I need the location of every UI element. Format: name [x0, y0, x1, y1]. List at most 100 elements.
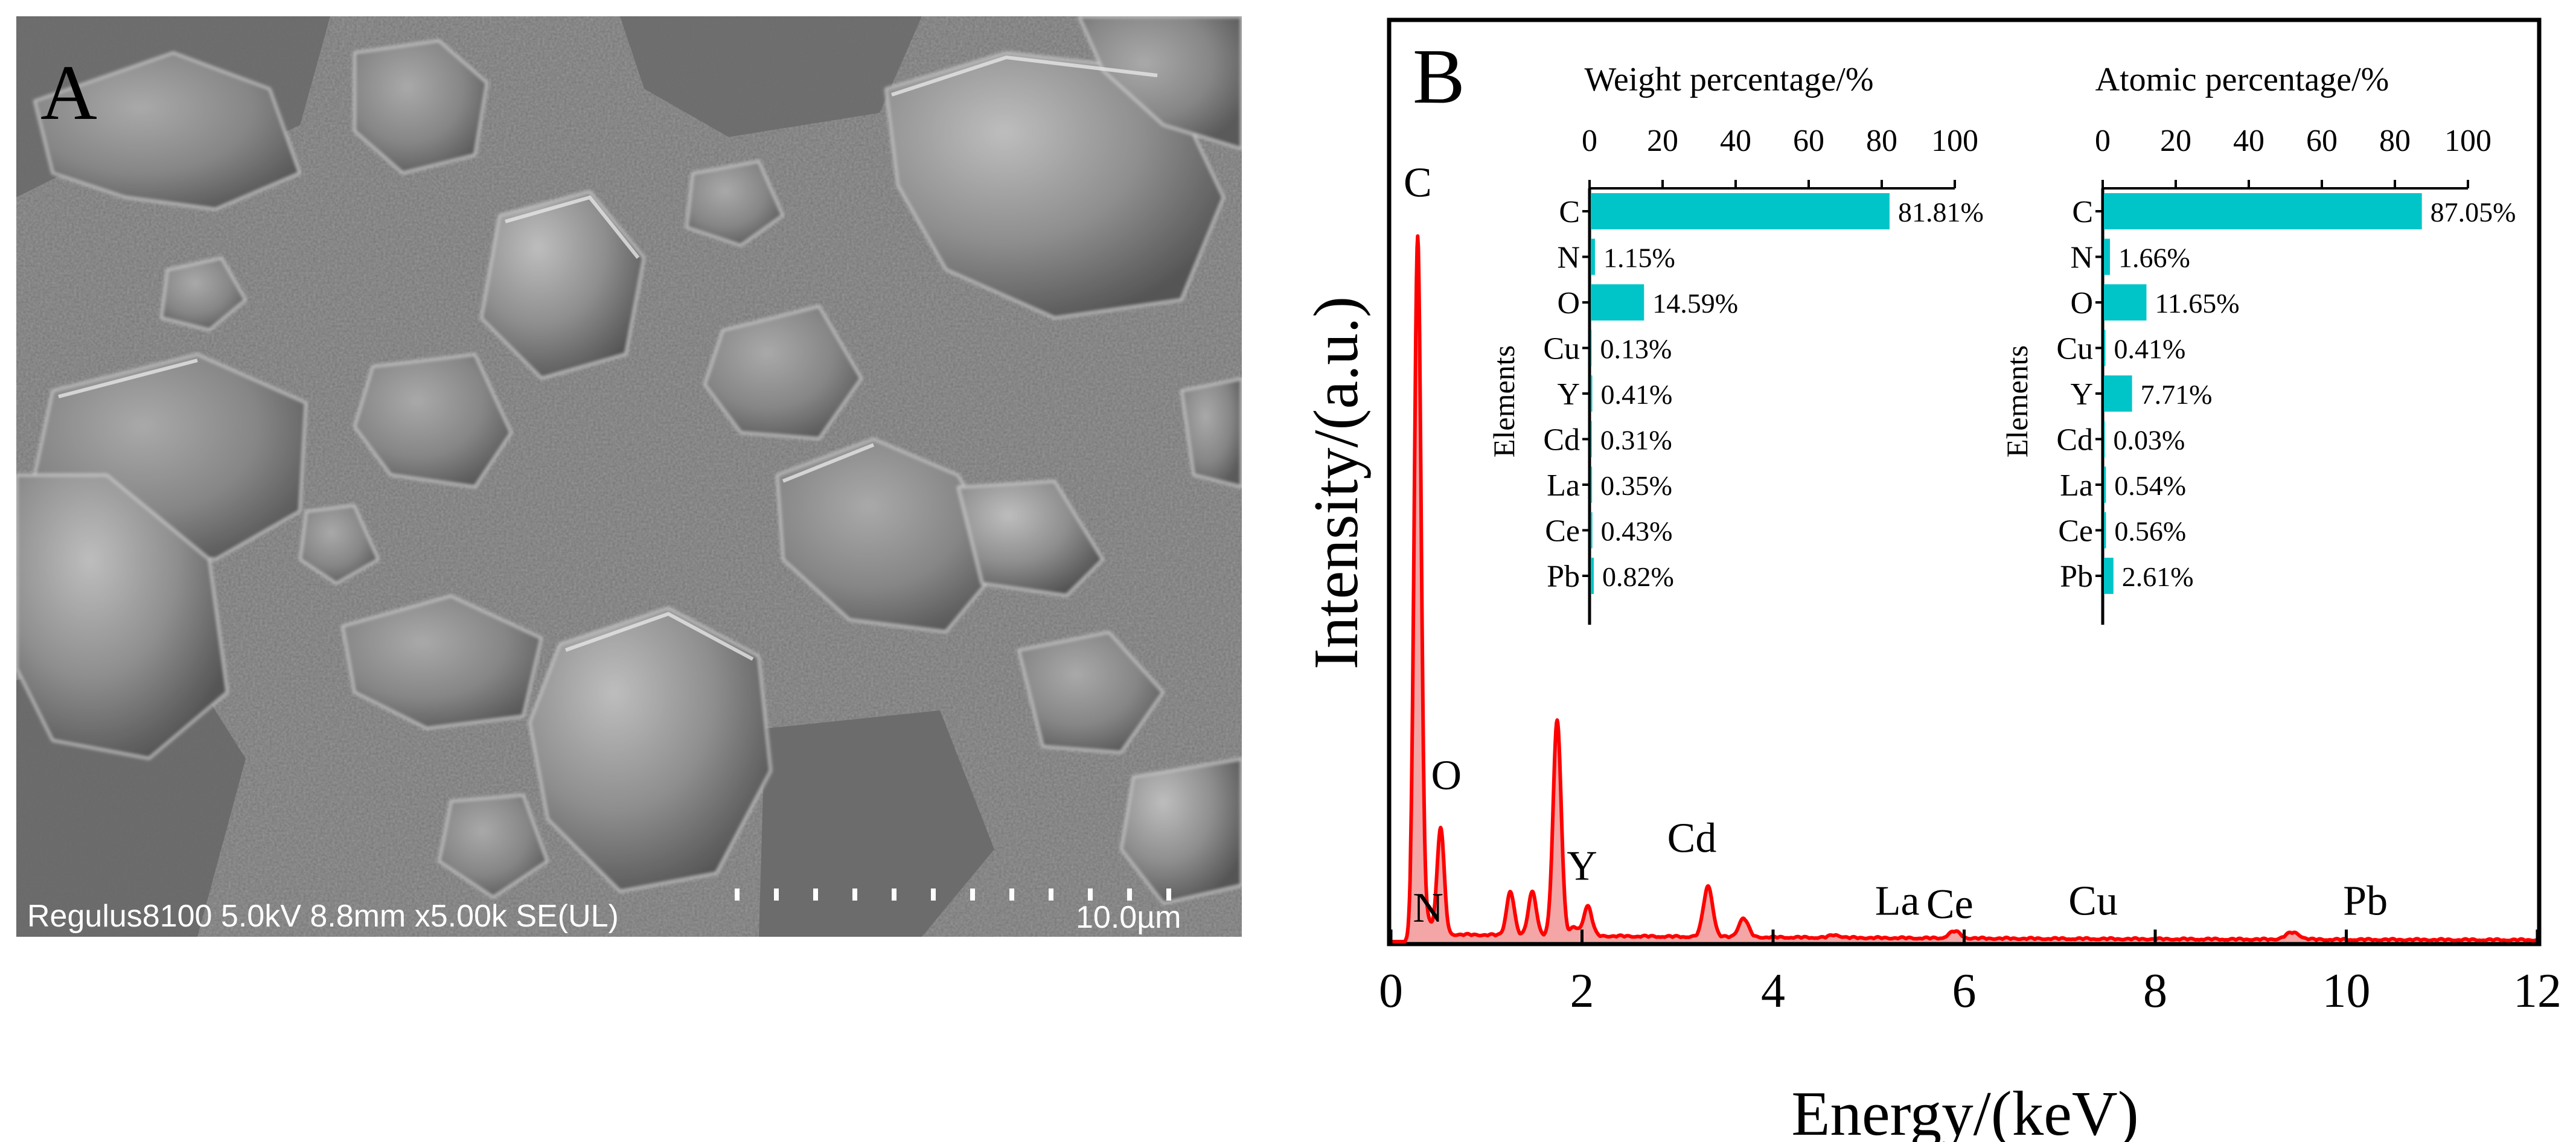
inset-bar-cu: [2104, 330, 2106, 366]
spectrum-x-tick-label: 4: [1761, 965, 1785, 1018]
weight-percentage-inset: Weight percentage/% 0 20 40 60 80 100 Elements C…: [1487, 61, 1984, 625]
inset-value-label: 11.65%: [2155, 288, 2239, 319]
inset-bar-c: [1591, 193, 1890, 229]
inset-category-label: C: [1559, 195, 1580, 229]
peak-label-cu: Cu: [2068, 878, 2118, 924]
inset-category-label: Y: [1557, 377, 1580, 412]
inset-category-label: N: [2070, 241, 2093, 275]
spectrum-x-tick-label: 2: [1570, 965, 1594, 1018]
inset-bar-cd: [2104, 421, 2105, 458]
panel-a-label: A: [40, 49, 97, 136]
inset-x-tick-label: 40: [2233, 124, 2264, 158]
peak-label-pb: Pb: [2343, 878, 2388, 924]
spectrum-x-tick-label: 10: [2322, 965, 2371, 1018]
inset-title: Atomic percentage/%: [2095, 61, 2389, 98]
peak-label-o: O: [1431, 752, 1462, 799]
inset-category-label: Cu: [1543, 332, 1580, 366]
spectrum-x-tick-label: 0: [1379, 965, 1403, 1018]
inset-bar-o: [1591, 284, 1644, 321]
sem-scale-bar: [735, 888, 1171, 901]
eds-panel: B 0 2 4 6 8 10 12 C N O Y Cd La Ce Cu Pb Energy/(keV) …: [1268, 0, 2576, 1142]
inset-value-label: 7.71%: [2141, 379, 2213, 410]
inset-value-label: 0.41%: [2114, 334, 2185, 365]
inset-x-tick-label: 0: [2095, 124, 2111, 158]
peak-label-cd: Cd: [1667, 815, 1717, 861]
inset-y-axis-title: Elements: [1487, 345, 1521, 458]
peak-label-y: Y: [1567, 843, 1597, 890]
inset-bar-pb: [2104, 558, 2114, 594]
inset-category-label: La: [2060, 468, 2093, 503]
inset-value-label: 1.15%: [1603, 243, 1675, 273]
inset-bar-c: [2104, 193, 2422, 229]
inset-x-tick-label: 20: [1647, 124, 1678, 158]
inset-value-label: 2.61%: [2122, 561, 2194, 592]
inset-value-label: 0.56%: [2114, 516, 2186, 547]
inset-title: Weight percentage/%: [1584, 61, 1873, 98]
inset-x-tick-label: 100: [1931, 124, 1978, 158]
inset-value-label: 1.66%: [2118, 243, 2190, 273]
inset-bar-cd: [1591, 421, 1592, 458]
inset-category-label: La: [1547, 468, 1580, 503]
peak-label-ce: Ce: [1926, 881, 1974, 928]
spectrum-x-ticks: 0 2 4 6 8 10 12: [1379, 930, 2562, 1018]
x-axis-title: Energy/(keV): [1791, 1078, 2138, 1142]
y-axis-title: Intensity/(a.u.): [1300, 296, 1371, 669]
inset-category-label: Ce: [2058, 514, 2093, 549]
sem-scale-label: 10.0µm: [1076, 900, 1181, 935]
inset-x-tick-label: 20: [2160, 124, 2191, 158]
inset-value-label: 0.43%: [1601, 516, 1673, 547]
inset-category-label: Pb: [2060, 560, 2093, 594]
inset-x-tick-label: 60: [2306, 124, 2338, 158]
peak-label-c: C: [1404, 160, 1432, 206]
inset-bar-pb: [1591, 558, 1594, 594]
inset-value-label: 0.41%: [1600, 379, 1672, 410]
inset-bar-y: [2104, 375, 2132, 412]
inset-bar-la: [2104, 467, 2106, 503]
inset-x-tick-label: 40: [1720, 124, 1751, 158]
inset-bar-y: [1591, 375, 1593, 412]
inset-value-label: 0.35%: [1600, 470, 1672, 501]
spectrum-x-tick-label: 12: [2513, 965, 2562, 1018]
inset-x-tick-label: 80: [2379, 124, 2411, 158]
inset-category-label: Cd: [1543, 423, 1580, 458]
inset-value-label: 0.31%: [1600, 425, 1672, 456]
inset-bar-n: [1591, 238, 1595, 275]
inset-bar-la: [1591, 467, 1593, 503]
inset-value-label: 0.54%: [2114, 470, 2186, 501]
inset-y-axis-title: Elements: [2000, 345, 2034, 458]
inset-value-label: 0.82%: [1602, 561, 1674, 592]
sem-micrograph-panel: Regulus8100 5.0kV 8.8mm x5.00k SE(UL) 10…: [16, 16, 1242, 937]
inset-x-tick-label: 80: [1866, 124, 1897, 158]
inset-bar-n: [2104, 238, 2111, 275]
sem-micrograph-image: Regulus8100 5.0kV 8.8mm x5.00k SE(UL) 10…: [16, 16, 1242, 937]
inset-category-label: O: [2070, 286, 2093, 321]
inset-bar-o: [2104, 284, 2147, 321]
inset-category-label: Cu: [2056, 332, 2093, 366]
inset-category-label: Ce: [1545, 514, 1580, 549]
sem-info-bar-text: Regulus8100 5.0kV 8.8mm x5.00k SE(UL): [27, 899, 619, 934]
panel-b-label: B: [1413, 33, 1465, 120]
inset-value-label: 81.81%: [1898, 197, 1984, 228]
inset-bar-ce: [2104, 512, 2106, 549]
inset-x-tick-label: 60: [1793, 124, 1824, 158]
inset-x-tick-label: 100: [2444, 124, 2491, 158]
inset-category-label: Pb: [1547, 560, 1580, 594]
inset-category-label: C: [2072, 195, 2093, 229]
peak-label-la: La: [1875, 878, 1920, 924]
inset-bar-ce: [1591, 512, 1593, 549]
spectrum-x-tick-label: 8: [2143, 965, 2167, 1018]
spectrum-x-tick-label: 6: [1952, 965, 1977, 1018]
inset-category-label: Cd: [2056, 423, 2093, 458]
inset-value-label: 14.59%: [1652, 288, 1738, 319]
inset-bar-cu: [1591, 330, 1592, 366]
inset-x-tick-label: 0: [1582, 124, 1597, 158]
inset-category-label: N: [1557, 241, 1580, 275]
atomic-percentage-inset: Atomic percentage/% 0 20 40 60 80 100 Elements C…: [2000, 61, 2516, 625]
inset-category-label: Y: [2070, 377, 2093, 412]
inset-value-label: 0.03%: [2114, 425, 2185, 456]
inset-category-label: O: [1557, 286, 1580, 321]
inset-value-label: 0.13%: [1600, 334, 1672, 365]
peak-label-n: N: [1413, 885, 1443, 931]
